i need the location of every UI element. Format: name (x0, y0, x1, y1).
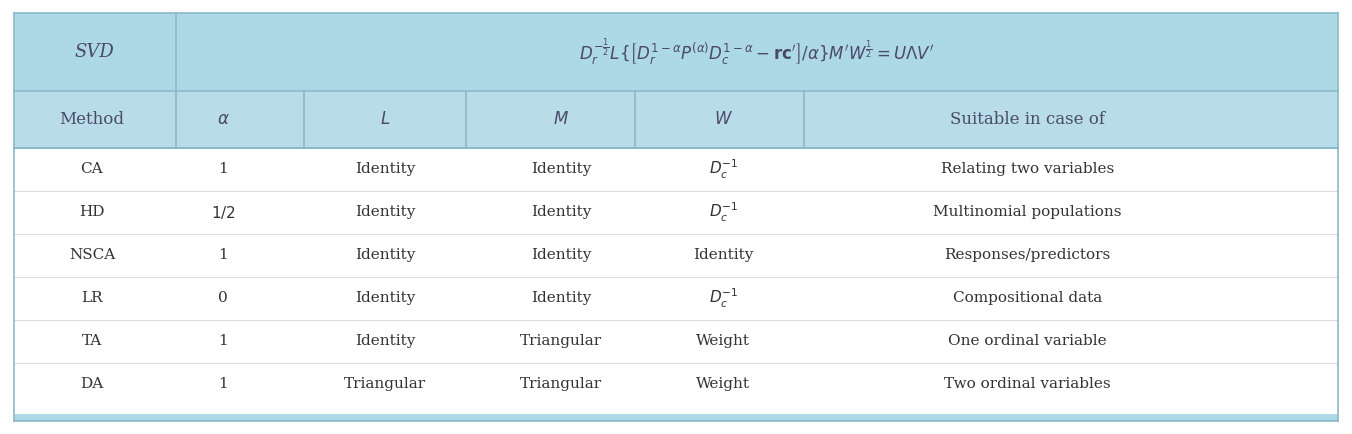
Text: Identity: Identity (694, 248, 753, 262)
Text: Relating two variables: Relating two variables (941, 162, 1114, 176)
FancyBboxPatch shape (14, 414, 1338, 421)
Text: Identity: Identity (531, 205, 591, 219)
Text: Weight: Weight (696, 334, 750, 348)
Text: $D_c^{-1}$: $D_c^{-1}$ (708, 201, 738, 224)
Text: $L$: $L$ (380, 111, 391, 128)
Text: $M$: $M$ (553, 111, 569, 128)
Text: $1/2$: $1/2$ (211, 204, 235, 220)
Text: HD: HD (80, 205, 104, 219)
Text: Identity: Identity (356, 205, 415, 219)
Text: Responses/predictors: Responses/predictors (945, 248, 1110, 262)
FancyBboxPatch shape (14, 148, 1338, 414)
Text: DA: DA (80, 377, 104, 391)
Text: $W$: $W$ (714, 111, 733, 128)
Text: $D_r^{-{\frac{1}{2}}}L\{\left[D_r^{1-\alpha}P^{(\alpha)}D_c^{1-\alpha} - \mathbf: $D_r^{-{\frac{1}{2}}}L\{\left[D_r^{1-\al… (580, 36, 934, 68)
Text: $D_c^{-1}$: $D_c^{-1}$ (708, 286, 738, 310)
Text: Multinomial populations: Multinomial populations (933, 205, 1122, 219)
Text: Triangular: Triangular (345, 377, 426, 391)
Text: 1: 1 (218, 334, 228, 348)
FancyBboxPatch shape (14, 91, 1338, 148)
Text: NSCA: NSCA (69, 248, 115, 262)
Text: 0: 0 (218, 291, 228, 305)
Text: Identity: Identity (356, 248, 415, 262)
Text: SVD: SVD (74, 43, 115, 61)
Text: Triangular: Triangular (521, 334, 602, 348)
Text: Identity: Identity (531, 162, 591, 176)
Text: $D_c^{-1}$: $D_c^{-1}$ (708, 158, 738, 181)
Text: CA: CA (81, 162, 103, 176)
Text: $\alpha$: $\alpha$ (216, 111, 230, 128)
Text: One ordinal variable: One ordinal variable (948, 334, 1107, 348)
Text: Identity: Identity (531, 291, 591, 305)
Text: 1: 1 (218, 248, 228, 262)
Text: 1: 1 (218, 162, 228, 176)
Text: Identity: Identity (356, 291, 415, 305)
Text: Identity: Identity (356, 162, 415, 176)
Text: Two ordinal variables: Two ordinal variables (944, 377, 1111, 391)
Text: Identity: Identity (531, 248, 591, 262)
Text: Triangular: Triangular (521, 377, 602, 391)
Text: Suitable in case of: Suitable in case of (950, 111, 1105, 128)
Text: LR: LR (81, 291, 103, 305)
Text: 1: 1 (218, 377, 228, 391)
FancyBboxPatch shape (14, 13, 1338, 91)
Text: Compositional data: Compositional data (953, 291, 1102, 305)
Text: Identity: Identity (356, 334, 415, 348)
Text: Weight: Weight (696, 377, 750, 391)
Text: Method: Method (59, 111, 124, 128)
Text: TA: TA (82, 334, 101, 348)
